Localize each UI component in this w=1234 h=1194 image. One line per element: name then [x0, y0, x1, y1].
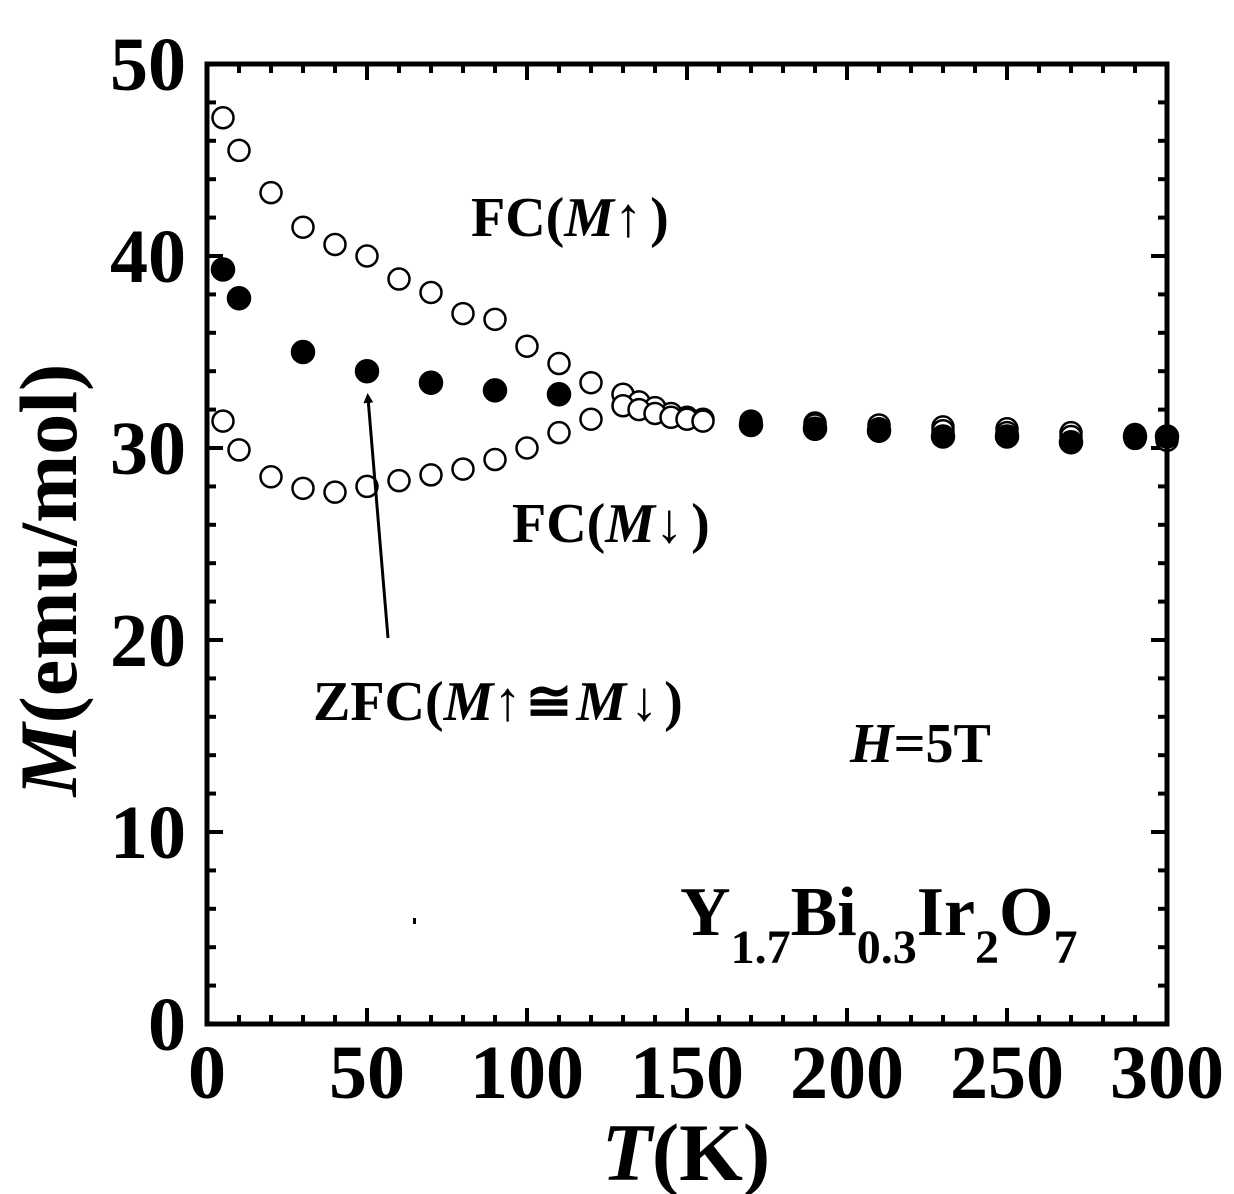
fc-point	[259, 180, 283, 205]
zfc-label: ZFC(M↑≅M↓)	[313, 671, 683, 733]
zfc-point	[1058, 429, 1084, 455]
fc-point	[515, 436, 539, 460]
x-tick-label: 200	[790, 1031, 904, 1115]
y-tick-label: 40	[110, 215, 186, 299]
y-axis-title: M(emu/mol)	[3, 364, 94, 799]
zfc-point	[482, 378, 508, 403]
tick-labels: 0 50 100 150 200 250 300 0 10 20 30 40 50	[110, 23, 1224, 1115]
plot-frame	[204, 61, 1170, 1027]
zfc-point	[1122, 424, 1148, 449]
zfc-point	[546, 381, 572, 407]
field-label: H=5T	[849, 713, 991, 775]
x-axis-title: T(K)	[602, 1107, 771, 1194]
fc-point	[355, 474, 379, 499]
zfc-point	[290, 339, 316, 365]
y-tick-label: 10	[110, 791, 186, 875]
fc-point	[451, 301, 475, 326]
fc-point	[515, 334, 539, 358]
fc-up-label: FC(M↑)	[471, 187, 669, 249]
x-tick-label: 50	[329, 1031, 405, 1115]
y-tick-label: 30	[110, 407, 186, 491]
fc-point	[547, 420, 571, 445]
fc-point	[291, 476, 315, 501]
fc-point	[483, 307, 507, 332]
fc-point	[691, 409, 715, 433]
fc-point	[419, 280, 443, 305]
stray-dot	[413, 918, 416, 924]
zfc-point	[866, 418, 892, 443]
fc-point	[419, 463, 443, 487]
zfc-point	[210, 257, 236, 282]
zfc-point	[738, 412, 764, 438]
compound-formula: Y1.7Bi0.3Ir2O7	[680, 874, 1077, 974]
fc-point	[387, 468, 411, 493]
fc-point	[451, 457, 475, 481]
zfc-point	[226, 285, 252, 311]
fc-point	[227, 438, 251, 462]
zfc-arrow	[363, 393, 390, 639]
x-tick-label: 250	[950, 1031, 1064, 1115]
zfc-point	[802, 416, 828, 442]
fc-point	[387, 267, 411, 291]
fc-down-label: FC(M↓)	[512, 493, 710, 555]
y-tick-label: 20	[110, 599, 186, 683]
zfc-point	[994, 424, 1020, 449]
fc-point	[323, 232, 347, 257]
zfc-point	[418, 370, 444, 395]
fc-point	[579, 370, 603, 395]
fc-point	[323, 480, 347, 504]
fc-point	[579, 407, 603, 431]
fc-point	[211, 106, 235, 130]
x-tick-label: 300	[1110, 1031, 1224, 1115]
fc-point	[291, 215, 315, 239]
x-tick-label: 100	[470, 1031, 584, 1115]
x-tick-label: 0	[188, 1031, 226, 1115]
fc-point	[259, 465, 283, 489]
zfc-point	[930, 424, 956, 449]
fc-point	[211, 409, 235, 433]
data-points	[210, 106, 1180, 504]
fc-point	[483, 447, 507, 472]
fc-point	[547, 351, 571, 376]
fc-point	[227, 138, 251, 163]
y-tick-label: 50	[110, 23, 186, 107]
x-tick-label: 150	[630, 1031, 744, 1115]
zfc-point	[354, 358, 380, 384]
y-tick-label: 0	[148, 983, 186, 1067]
fc-point	[355, 244, 379, 268]
